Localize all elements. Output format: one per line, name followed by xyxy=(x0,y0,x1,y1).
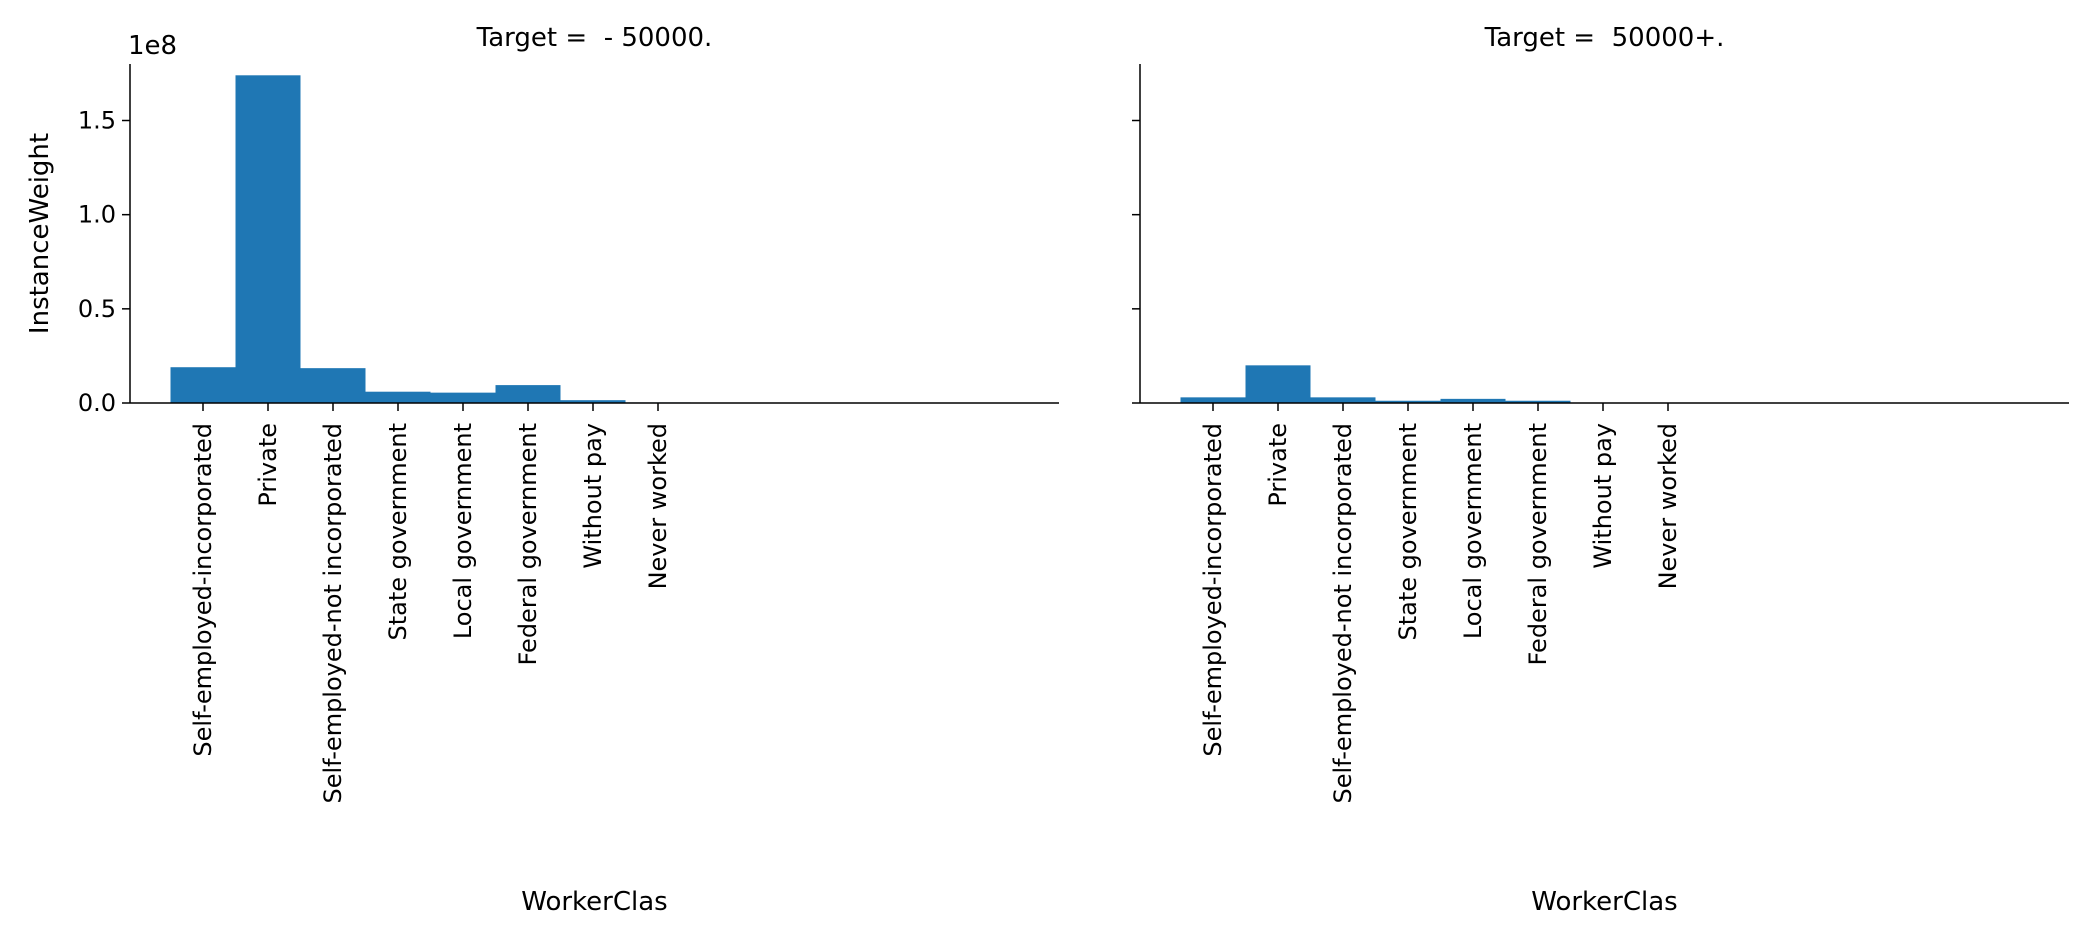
x-tick-label: Without pay xyxy=(579,423,607,569)
x-tick-label: Self-employed-not incorporated xyxy=(1329,423,1357,804)
bar-1-7 xyxy=(560,400,626,403)
y-tick-label: 1.5 xyxy=(78,107,116,135)
x-tick-label: Local government xyxy=(1459,423,1487,639)
bar-2-4 xyxy=(1375,400,1441,403)
x-tick-label: Without pay xyxy=(1589,423,1617,569)
bar-2-1 xyxy=(1180,397,1246,403)
x-tick-label: Private xyxy=(254,423,282,507)
x-tick-label: Federal government xyxy=(1524,423,1552,665)
x-tick-label: Private xyxy=(1264,423,1292,507)
x-tick-label: Never worked xyxy=(644,423,672,589)
panel-1: 0.0 0.5 1.0 1.5 Self-employed-incorporated Pr… xyxy=(78,23,1059,917)
bar-1-2 xyxy=(235,75,301,404)
panel-2: Self-employed-incorporated Private Self-em… xyxy=(1132,23,2069,917)
bar-2-6 xyxy=(1505,400,1571,403)
y-offset-label: 1e8 xyxy=(128,31,177,61)
x-tick-label: Self-employed-not incorporated xyxy=(319,423,347,804)
y-tick-label: 1.0 xyxy=(78,201,116,229)
bar-1-4 xyxy=(365,391,431,403)
x-tick-label: Federal government xyxy=(514,423,542,665)
bar-2-2 xyxy=(1245,365,1311,403)
bar-2-3 xyxy=(1310,397,1376,403)
bar-1-3 xyxy=(300,368,366,403)
x-tick-label: Local government xyxy=(449,423,477,639)
x-tick-label: Self-employed-incorporated xyxy=(189,423,217,757)
y-tick-label: 0.0 xyxy=(78,389,116,417)
panel-title: Target = 50000+. xyxy=(1484,23,1725,53)
bar-1-1 xyxy=(170,367,236,403)
x-tick-label: Self-employed-incorporated xyxy=(1199,423,1227,757)
x-axis-title: WorkerClas xyxy=(521,887,667,917)
bar-1-5 xyxy=(430,392,496,403)
x-tick-label: State government xyxy=(384,423,412,640)
x-tick-label: State government xyxy=(1394,423,1422,640)
bar-2-5 xyxy=(1440,398,1506,403)
y-tick-label: 0.5 xyxy=(78,295,116,323)
y-axis-title: InstanceWeight xyxy=(25,133,55,334)
x-axis-title: WorkerClas xyxy=(1531,887,1677,917)
x-tick-label: Never worked xyxy=(1654,423,1682,589)
panel-title: Target = - 50000. xyxy=(476,23,713,53)
bar-1-6 xyxy=(495,385,561,403)
